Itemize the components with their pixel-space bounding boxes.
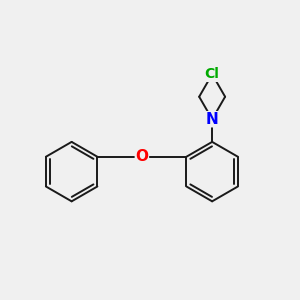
Text: Cl: Cl <box>205 67 220 81</box>
Text: O: O <box>135 149 148 164</box>
Text: N: N <box>206 112 218 127</box>
Text: Cl: Cl <box>205 67 220 81</box>
